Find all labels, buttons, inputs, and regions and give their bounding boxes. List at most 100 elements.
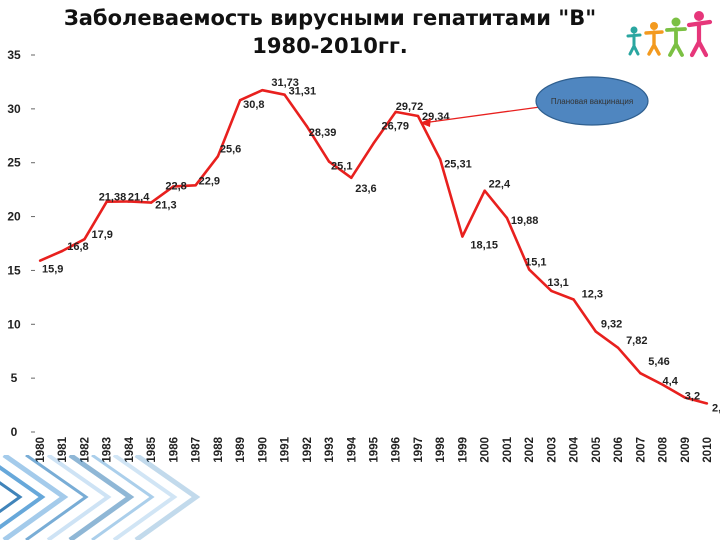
decoration-stripe — [0, 465, 46, 530]
data-point — [83, 237, 86, 241]
data-point — [172, 185, 175, 188]
decoration-stripe — [91, 455, 155, 540]
data-point — [61, 249, 64, 253]
data-label: 16,8 — [67, 241, 88, 253]
x-tick-label: 1983 — [102, 437, 114, 463]
data-label: 21,4 — [128, 191, 150, 203]
data-point — [283, 93, 286, 96]
x-tick-label: 1998 — [435, 436, 447, 462]
person-figure-1 — [626, 26, 642, 56]
data-label: 25,31 — [444, 158, 472, 170]
person-figure-4 — [686, 11, 713, 58]
x-tick-label: 1984 — [124, 436, 136, 462]
x-tick-label: 1995 — [369, 436, 381, 462]
x-tick-label: 2004 — [569, 436, 581, 462]
data-point — [372, 142, 375, 145]
annotation-text: Плановая вакцинация — [551, 97, 633, 106]
data-label: 2,65 — [712, 402, 720, 414]
data-point — [461, 235, 464, 238]
x-tick-label: 2003 — [546, 437, 558, 463]
data-point — [572, 298, 575, 301]
x-tick-label: 2007 — [635, 437, 647, 463]
y-tick-label: 25 — [7, 156, 21, 170]
x-tick-label: 1989 — [235, 437, 247, 463]
data-label: 15,9 — [42, 264, 63, 276]
data-point — [439, 158, 442, 161]
data-point — [327, 160, 331, 163]
data-point — [38, 259, 42, 262]
x-tick-label: 1987 — [191, 437, 203, 463]
data-point — [238, 99, 242, 102]
data-label: 28,39 — [309, 127, 337, 139]
chart-title: Заболеваемость вирусными гепатитами "В" … — [40, 4, 620, 60]
y-tick-label: 10 — [7, 317, 21, 331]
x-tick-label: 2006 — [613, 437, 625, 463]
data-point — [105, 200, 108, 203]
data-point — [594, 330, 598, 333]
x-tick-label: 1990 — [257, 437, 269, 463]
x-tick-label: 2002 — [524, 437, 536, 463]
decoration-stripe — [25, 455, 89, 540]
y-tick-label: 30 — [7, 102, 21, 116]
x-tick-label: 1988 — [213, 436, 225, 462]
y-tick-label: 20 — [7, 210, 21, 224]
data-label: 7,82 — [626, 335, 647, 347]
data-point — [683, 396, 686, 399]
data-label: 31,73 — [271, 77, 299, 89]
decoration-stripe — [68, 455, 135, 540]
x-tick-label: 1992 — [302, 437, 314, 463]
y-tick-label: 35 — [7, 48, 21, 62]
data-point — [550, 289, 553, 293]
decoration-stripe — [134, 455, 201, 540]
decoration-stripe — [0, 481, 23, 514]
data-point — [350, 176, 353, 179]
data-point — [527, 268, 531, 271]
data-labels: 15,9 16,817,9 21,38 21,4 21,3 22,8 22,9 25,6 30,… — [42, 77, 720, 414]
x-tick-label: 2009 — [680, 437, 692, 463]
decoration-stripe — [2, 455, 69, 540]
series-line — [39, 88, 708, 405]
x-tick-label: 1985 — [146, 436, 158, 462]
data-label: 25,6 — [220, 143, 241, 155]
chart-title-line-2: 1980-2010гг. — [252, 34, 408, 58]
data-label: 29,72 — [396, 101, 424, 113]
data-point — [616, 346, 620, 349]
data-label: 5,46 — [648, 356, 669, 368]
annotation-bubble — [535, 76, 649, 126]
chevron-stripes-decoration — [0, 455, 201, 540]
x-tick-label: 1996 — [391, 437, 403, 463]
data-point — [705, 402, 709, 405]
data-point — [194, 184, 197, 187]
x-tick-label: 2000 — [480, 437, 492, 463]
data-label: 31,31 — [289, 86, 317, 98]
x-tick-label: 2010 — [702, 437, 714, 463]
data-point — [661, 383, 664, 386]
data-label: 19,88 — [511, 215, 539, 227]
data-point — [394, 110, 397, 114]
y-axis: 0 5 10 15 20 25 30 35 — [7, 48, 35, 439]
data-label: 30,8 — [243, 99, 264, 111]
x-tick-label: 2001 — [502, 436, 514, 462]
x-tick-label: 1999 — [457, 437, 469, 463]
x-axis: 1980 1981 1982 1983 1984 1985 1986 1987 1988 1989… — [35, 436, 714, 462]
data-label: 18,15 — [470, 239, 498, 251]
data-label: 23,6 — [355, 183, 376, 195]
x-tick-label: 1991 — [280, 436, 292, 462]
person-figure-3 — [665, 17, 687, 57]
data-point — [127, 200, 131, 203]
x-tick-label: 2008 — [658, 436, 670, 462]
x-tick-label: 1981 — [57, 436, 69, 462]
data-label: 9,32 — [601, 319, 622, 331]
people-group-logo — [626, 11, 713, 58]
data-point — [483, 189, 486, 192]
x-tick-label: 1997 — [413, 437, 425, 463]
x-tick-label: 2005 — [591, 436, 603, 462]
data-label: 21,38 — [99, 192, 127, 204]
data-label: 17,9 — [91, 229, 112, 241]
data-point — [261, 89, 264, 92]
annotation-arrow — [429, 106, 541, 123]
y-tick-label: 5 — [11, 371, 18, 385]
data-label: 12,3 — [582, 289, 603, 301]
x-tick-label: 1993 — [324, 437, 336, 463]
